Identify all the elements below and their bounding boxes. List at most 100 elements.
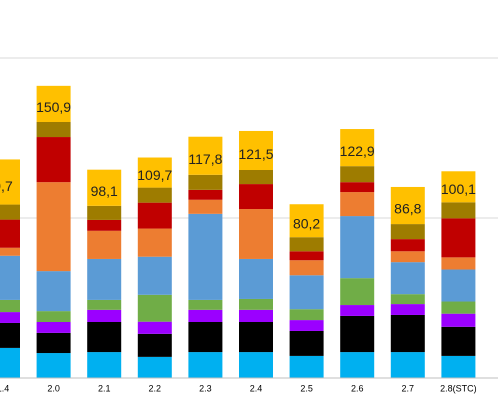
bar-segment: [0, 219, 20, 248]
bar-segment: [188, 199, 223, 214]
bar-segment: [239, 258, 273, 299]
total-label: 150,9: [36, 99, 71, 115]
bar-segment: [137, 202, 172, 229]
bar-segment: [0, 299, 20, 313]
bar-segment: [239, 170, 273, 185]
bar-segment: [36, 182, 71, 272]
bar-segment: [137, 157, 172, 188]
x-tick-label: 2.0: [47, 383, 60, 393]
bar-segment: [36, 353, 71, 378]
bar-segment: [87, 219, 122, 231]
bar-segment: [188, 174, 223, 190]
x-tick-label: 2.1: [98, 383, 111, 393]
bar-segment: [188, 352, 223, 378]
bar-segment: [340, 192, 375, 217]
x-tick-label: 2.2: [149, 383, 162, 393]
bar-segment: [0, 322, 20, 348]
bar-segment: [87, 322, 122, 353]
total-label: 109,7: [137, 167, 172, 183]
bar-segment: [289, 251, 324, 261]
bar-segment: [390, 352, 425, 378]
x-tick-label: 2.7: [402, 383, 415, 393]
bar-segment: [289, 320, 324, 331]
bar-segment: [239, 309, 273, 322]
bar-segment: [340, 352, 375, 378]
bar-segment: [188, 189, 223, 200]
bar-segment: [289, 204, 324, 238]
bar-segment: [289, 330, 324, 356]
bar-segment: [390, 294, 425, 305]
bar-segment: [289, 355, 324, 378]
bar-segment: [137, 256, 172, 295]
bar-segment: [36, 137, 71, 183]
bar-segment: [188, 322, 223, 353]
bar-segment: [340, 129, 375, 167]
bar-segment: [0, 204, 20, 220]
bar-segment: [441, 269, 476, 302]
bar-segment: [36, 85, 71, 122]
bar-segment: [441, 171, 476, 203]
total-label: 122,9: [340, 143, 375, 159]
bar-segment: [289, 237, 324, 252]
total-label: 80,2: [293, 215, 320, 231]
bar-segment: [188, 299, 223, 310]
bar-segment: [390, 186, 425, 225]
bar-segment: [239, 130, 273, 170]
bar-segment: [87, 299, 122, 310]
bar-segment: [36, 311, 71, 322]
bar-segment: [441, 202, 476, 219]
bar-segment: [239, 352, 273, 378]
total-label: 121,5: [238, 146, 273, 162]
x-tick-label: 2.3: [199, 383, 212, 393]
x-tick-label: 2.8(STC): [440, 383, 477, 393]
bar-segment: [390, 304, 425, 315]
bar-segment: [0, 247, 20, 256]
bar-segment: [441, 313, 476, 327]
bar-segment: [188, 136, 223, 175]
bar-segment: [188, 309, 223, 322]
bar-segment: [87, 205, 122, 220]
bar-segment: [137, 187, 172, 203]
x-tick-label: 2.5: [300, 383, 313, 393]
bar-segment: [239, 209, 273, 259]
bar-segment: [87, 258, 122, 300]
bar-segment: [340, 278, 375, 306]
bar-segment: [36, 271, 71, 312]
bar-segment: [0, 255, 20, 300]
bar-segment: [289, 275, 324, 310]
bar-segment: [87, 230, 122, 259]
bar-segment: [87, 352, 122, 378]
bar-segment: [340, 216, 375, 279]
bar-segment: [390, 239, 425, 252]
bar-segment: [390, 314, 425, 353]
bar-segment: [340, 182, 375, 193]
bar-segment: [0, 159, 20, 205]
bar-segment: [239, 322, 273, 353]
bar-segment: [36, 332, 71, 354]
bar-segment: [188, 213, 223, 300]
bar-segment: [36, 322, 71, 333]
bar-segment: [340, 166, 375, 183]
bar-segment: [239, 184, 273, 210]
bar-segment: [390, 262, 425, 295]
bar-segment: [289, 260, 324, 276]
x-tick-label: 1.4: [0, 383, 9, 393]
total-label: 117,8: [188, 151, 222, 167]
bar-segment: [137, 356, 172, 378]
total-label: 9,7: [0, 178, 13, 194]
x-tick-label: 2.4: [250, 383, 263, 393]
total-label: 100,1: [441, 181, 476, 197]
bar-segment: [0, 347, 20, 378]
bar-segment: [137, 333, 172, 357]
bar-segment: [340, 315, 375, 353]
bar-segment: [239, 298, 273, 310]
bar-segment: [137, 321, 172, 334]
bar-segment: [390, 224, 425, 240]
bar-segment: [340, 305, 375, 316]
bar-segment: [390, 251, 425, 263]
bar-segment: [441, 326, 476, 356]
bar-segment: [87, 169, 122, 206]
total-label: 86,8: [394, 201, 421, 217]
bar-segment: [441, 355, 476, 378]
